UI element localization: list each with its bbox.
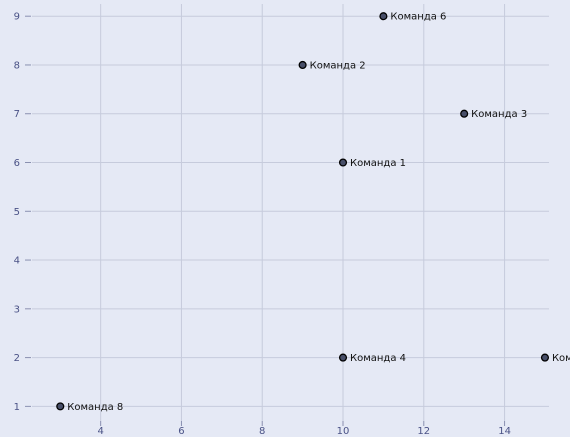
point-label: Команда 8: [67, 402, 123, 413]
y-tick-label: 1: [14, 402, 20, 413]
x-tick-label: 4: [97, 426, 103, 437]
data-points: Команда 1 Команда 2 Команда 3 Команда 4 Кома…: [56, 12, 570, 413]
data-point[interactable]: Команда 8: [56, 402, 123, 413]
point-label: Команда 4: [350, 353, 406, 364]
y-tick-label: 4: [14, 256, 20, 267]
x-tick-label: 14: [498, 426, 511, 437]
y-tick-label: 5: [14, 207, 20, 218]
point-marker[interactable]: [338, 158, 348, 167]
point-label: Команда 1: [350, 158, 406, 169]
point-marker[interactable]: [460, 109, 469, 118]
point-label: Команда 2: [310, 60, 366, 71]
data-point[interactable]: Команда 2: [298, 60, 366, 71]
point-marker[interactable]: [338, 353, 348, 362]
point-marker[interactable]: [298, 60, 307, 70]
point-label: Команда 3: [471, 109, 527, 120]
y-tick-label: 2: [14, 353, 20, 364]
y-tick-label: 9: [14, 12, 20, 23]
x-tick-label: 10: [337, 426, 350, 437]
point-label: Команда 5: [552, 353, 570, 364]
y-tick-label: 7: [14, 109, 20, 120]
data-point[interactable]: Команда 5: [540, 353, 570, 364]
point-label: Команда 6: [390, 12, 446, 23]
x-tick-label: 6: [178, 426, 184, 437]
point-marker[interactable]: [379, 12, 388, 21]
point-marker[interactable]: [56, 402, 65, 411]
y-tick-label: 3: [14, 304, 20, 315]
data-point[interactable]: Команда 6: [379, 12, 446, 23]
x-tick-label: 12: [417, 426, 430, 437]
y-tick-label: 6: [14, 158, 20, 169]
data-point[interactable]: Команда 4: [338, 353, 406, 364]
x-tick-label: 8: [259, 426, 265, 437]
point-marker[interactable]: [540, 353, 550, 362]
data-point[interactable]: Команда 1: [338, 158, 406, 169]
data-point[interactable]: Команда 3: [460, 109, 527, 120]
y-tick-label: 8: [14, 60, 20, 71]
